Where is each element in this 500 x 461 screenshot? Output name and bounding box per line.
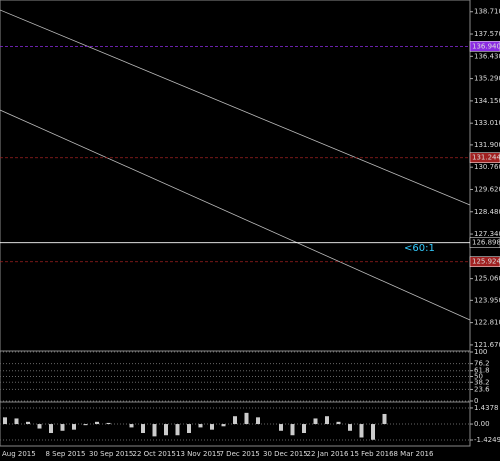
histogram-bar [348,424,352,431]
price-label-box [469,256,500,267]
histogram-bar [72,424,76,430]
histogram-bar [14,418,19,425]
x-tick-label: Aug 2015 [2,450,36,458]
histogram-bar [313,418,318,425]
y-tick-label: 122.810 [474,319,500,327]
y-tick-label: 127.340 [474,230,500,238]
y-tick-label: 38.2 [474,378,490,386]
histogram-bar [302,424,306,434]
y-tick-label: 136.430 [474,52,500,60]
y-tick-label: 50 [474,373,483,381]
y-tick-label: 23.6 [474,385,490,393]
y-tick-label: 135.290 [474,75,500,83]
x-tick-label: 8 Mar 2016 [394,450,434,458]
histogram-bar [83,424,88,426]
histogram-bar [359,424,364,438]
histogram-bar [129,424,134,428]
x-tick-label: 15 Feb 2016 [350,450,394,458]
y-tick-label: 134.150 [474,97,500,105]
y-tick-label: -1.4249 [474,436,500,444]
histogram-bar [49,424,53,434]
histogram-bar [210,424,214,430]
histogram-bar [164,424,168,436]
histogram-bar [106,422,111,425]
y-tick-label: 137.570 [474,30,500,38]
histogram-bar [336,421,341,425]
channel-line [0,109,471,321]
price-label-box [469,152,500,163]
histogram-bar [175,424,180,436]
histogram-bar [279,424,283,431]
histogram-bar [26,421,30,425]
y-tick-label: 133.010 [474,119,500,127]
y-tick-label: 1.4378 [474,404,499,412]
x-tick-label: 8 Sep 2015 [46,450,86,458]
histogram-bar [198,424,203,428]
histogram-bar [256,417,260,425]
histogram-bar [152,424,157,437]
y-tick-label: 138.710 [474,8,500,16]
histogram-bar [3,417,7,425]
y-tick-label: 130.760 [474,163,500,171]
price-label-box [469,41,500,52]
y-tick-label: 0 [474,397,478,405]
histogram-bar [187,424,191,434]
price-label: 126.898 [472,239,500,247]
plot-frame [0,0,471,447]
channel-line [0,9,471,206]
histogram-bar [95,421,99,425]
y-tick-label: 129.620 [474,185,500,193]
x-tick-label: 7 Dec 2015 [220,450,260,458]
y-tick-label: 100 [474,348,487,356]
histogram-bar [290,424,295,436]
annotation: <60:1 [404,243,435,254]
y-tick-label: 128.480 [474,208,500,216]
x-tick-label: 22 Oct 2015 [133,450,176,458]
price-label: 131.244 [472,154,500,162]
x-tick-label: 13 Nov 2015 [176,450,221,458]
histogram-bar [37,424,42,429]
y-tick-label: 0.00 [474,420,490,428]
x-tick-label: 30 Sep 2015 [89,450,133,458]
price-label-box [469,237,500,248]
y-tick-label: 131.900 [474,141,500,149]
y-tick-label: 121.670 [474,341,500,349]
histogram-bar [221,424,226,427]
y-tick-label: 61.8 [474,367,490,375]
histogram-bar [371,424,375,440]
histogram-bar [141,424,145,434]
y-tick-label: 123.950 [474,296,500,304]
price-label: 136.940 [472,42,500,50]
y-tick-label: 76.2 [474,360,490,368]
y-tick-label: 125.060 [474,275,500,283]
histogram-bar [244,412,249,425]
price-label: 125.924 [472,258,500,266]
histogram-bar [60,424,65,431]
x-tick-label: 30 Dec 2015 [263,450,308,458]
histogram-bar [325,416,329,425]
x-tick-label: 22 Jan 2016 [307,450,350,458]
histogram-bar [382,413,387,425]
histogram-bar [233,416,237,425]
